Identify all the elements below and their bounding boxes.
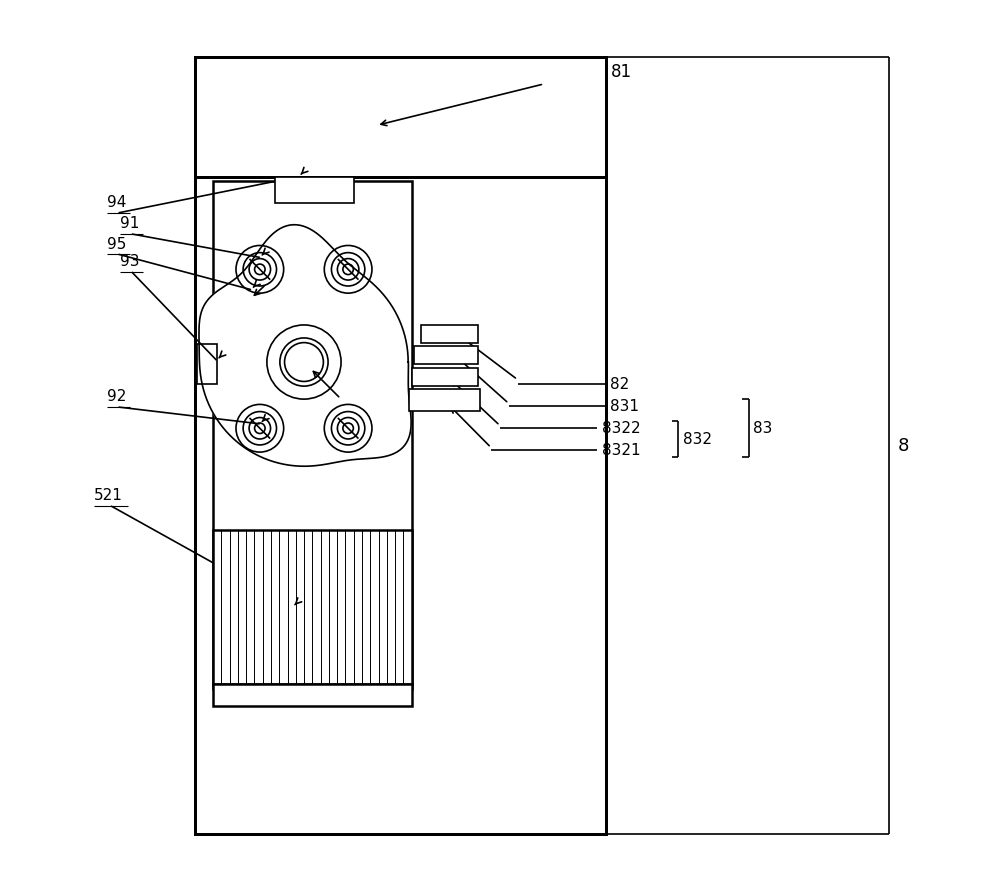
Text: 832: 832	[683, 432, 712, 447]
Bar	[213, 181, 412, 689]
Polygon shape	[199, 224, 411, 466]
Text: 521: 521	[94, 488, 123, 503]
Text: 8: 8	[897, 437, 909, 455]
Text: 92: 92	[107, 389, 126, 404]
Bar	[195, 57, 606, 177]
Bar	[275, 177, 354, 203]
Text: 8321: 8321	[602, 443, 640, 457]
Text: 83: 83	[753, 421, 773, 435]
Bar	[213, 684, 412, 706]
Bar	[409, 389, 480, 411]
Bar	[213, 530, 412, 684]
Text: 831: 831	[610, 399, 639, 413]
Text: 91: 91	[120, 216, 140, 231]
Bar	[421, 325, 478, 343]
Text: 95: 95	[107, 237, 126, 252]
Bar	[414, 346, 478, 364]
Text: 94: 94	[107, 195, 126, 210]
Bar	[195, 57, 606, 834]
Bar	[412, 368, 478, 386]
Text: 93: 93	[120, 254, 140, 269]
Text: 82: 82	[610, 377, 630, 391]
Text: 81: 81	[610, 64, 632, 81]
Text: 8322: 8322	[602, 421, 640, 435]
Bar	[197, 344, 217, 384]
